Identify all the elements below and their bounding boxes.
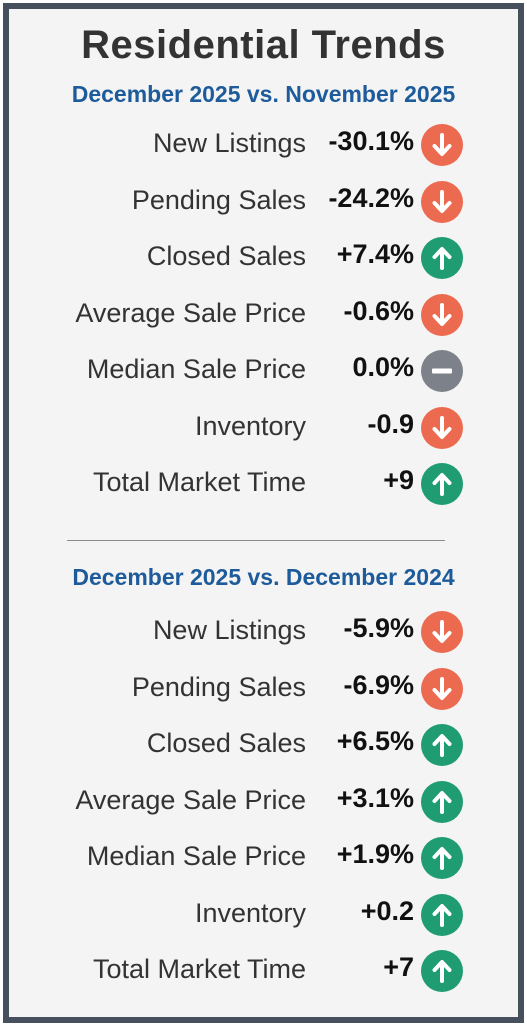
- metric-row: Total Market Time +7: [9, 948, 518, 994]
- metric-row: Pending Sales -24.2%: [9, 179, 518, 225]
- metric-row: Average Sale Price -0.6%: [9, 292, 518, 338]
- arrow-down-icon: [421, 180, 463, 223]
- metric-label: Pending Sales: [131, 671, 306, 702]
- minus-icon: [421, 350, 463, 392]
- arrow-up-icon: [421, 950, 463, 992]
- metric-label: New Listings: [152, 615, 306, 645]
- arrow-up-icon: [421, 724, 463, 766]
- metric-value: -30.1%: [328, 126, 414, 156]
- metric-row: Pending Sales -6.9%: [9, 666, 518, 712]
- metric-row: Median Sale Price 0.0%: [9, 348, 518, 394]
- metric-row: Inventory +0.2: [9, 892, 518, 938]
- arrow-down-icon: [421, 293, 463, 336]
- arrow-up-icon: [421, 837, 463, 879]
- arrow-down-icon: [421, 611, 463, 653]
- metric-label: Total Market Time: [92, 467, 306, 497]
- metric-row: Total Market Time +9: [9, 461, 518, 507]
- metric-label: Median Sale Price: [86, 354, 306, 384]
- metric-value: 0.0%: [352, 352, 414, 382]
- metric-value: +3.1%: [336, 782, 414, 813]
- arrow-up-icon: [421, 893, 463, 936]
- metric-row: Closed Sales +6.5%: [9, 722, 518, 768]
- metric-label: Closed Sales: [146, 241, 306, 271]
- metric-value: -0.9: [367, 408, 414, 439]
- metric-value: +0.2: [360, 895, 414, 926]
- metric-value: -5.9%: [343, 613, 414, 643]
- metric-value: +9: [383, 465, 414, 495]
- section-title-month-over-month: December 2025 vs. November 2025: [71, 81, 456, 107]
- metric-row: Average Sale Price +3.1%: [9, 779, 518, 825]
- arrow-down-icon: [421, 406, 463, 449]
- metric-value: +1.9%: [336, 839, 414, 869]
- metric-label: New Listings: [152, 128, 306, 158]
- arrow-up-icon: [421, 463, 463, 505]
- metric-value: +7: [383, 952, 414, 982]
- arrow-up-icon: [421, 237, 463, 279]
- metric-row: New Listings -30.1%: [9, 122, 518, 168]
- metric-value: +6.5%: [336, 726, 414, 756]
- metric-label: Inventory: [194, 897, 306, 928]
- arrow-down-icon: [421, 124, 463, 166]
- section-divider: [67, 540, 445, 541]
- metric-label: Average Sale Price: [75, 297, 306, 328]
- metric-value: -6.9%: [343, 669, 414, 700]
- metric-value: -0.6%: [343, 295, 414, 326]
- metric-row: Median Sale Price +1.9%: [9, 835, 518, 881]
- metric-row: Closed Sales +7.4%: [9, 235, 518, 281]
- page-title: Residential Trends: [81, 23, 446, 67]
- metric-label: Total Market Time: [92, 954, 306, 984]
- metric-row: Inventory -0.9: [9, 405, 518, 451]
- metric-value: -24.2%: [328, 182, 414, 213]
- metric-value: +7.4%: [336, 239, 414, 269]
- metric-label: Closed Sales: [146, 728, 306, 758]
- section-title-year-over-year: December 2025 vs. December 2024: [72, 564, 455, 590]
- arrow-down-icon: [421, 667, 463, 710]
- metric-label: Median Sale Price: [86, 841, 306, 871]
- metric-row: New Listings -5.9%: [9, 609, 518, 655]
- residential-trends-card: Residential Trends December 2025 vs. Nov…: [3, 3, 524, 1023]
- arrow-up-icon: [421, 780, 463, 823]
- metric-label: Pending Sales: [131, 184, 306, 215]
- metric-label: Inventory: [194, 410, 306, 441]
- metric-label: Average Sale Price: [75, 784, 306, 815]
